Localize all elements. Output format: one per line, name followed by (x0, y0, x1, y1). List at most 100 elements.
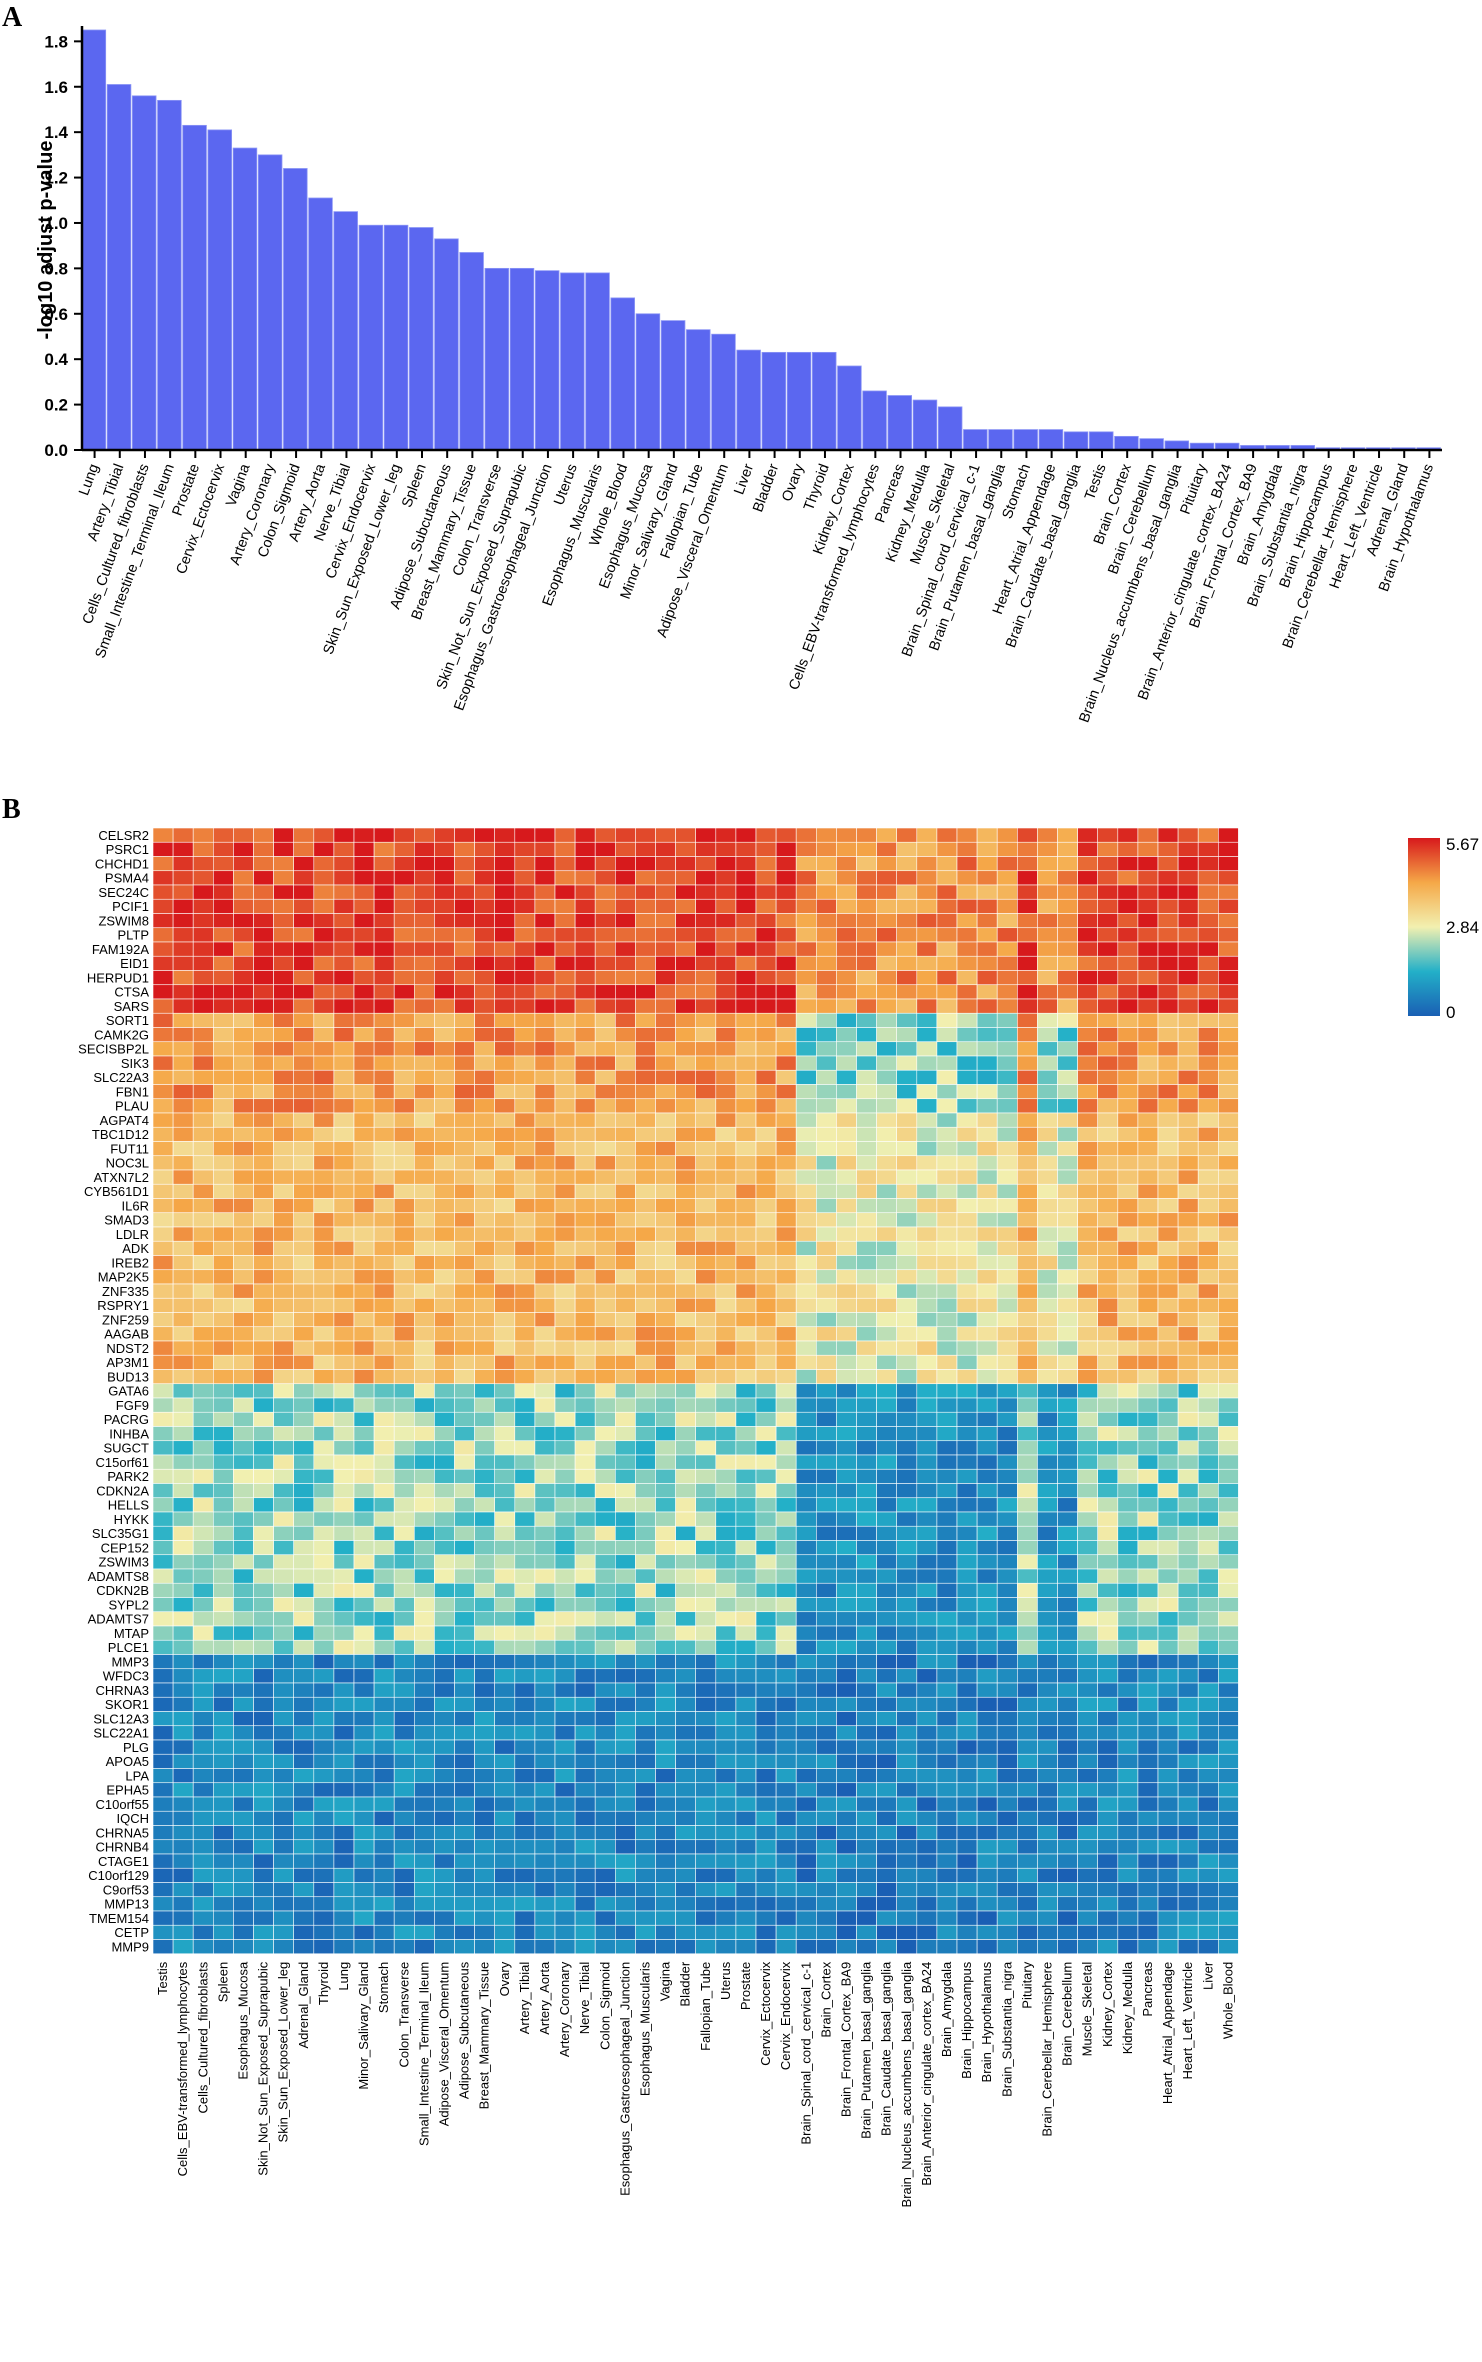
heatmap-cell (956, 941, 978, 957)
heatmap-cell (293, 898, 315, 914)
heatmap-cell (1057, 1468, 1078, 1484)
bar (257, 154, 283, 451)
heatmap-cell (353, 1725, 375, 1741)
heatmap-cell (554, 1540, 576, 1556)
heatmap-cell (253, 1924, 274, 1940)
heatmap-cell (1037, 1326, 1058, 1342)
heatmap-cell (755, 1084, 777, 1100)
heatmap-cell (494, 1696, 516, 1712)
heatmap-cell (936, 1269, 958, 1285)
heatmap-cell (434, 1867, 455, 1883)
heatmap-cell (614, 1582, 636, 1598)
heatmap-cell (1097, 1297, 1119, 1313)
heatmap-cell (1057, 1483, 1078, 1499)
heatmap-cell (373, 1440, 395, 1456)
heatmap-cell (1137, 1668, 1159, 1684)
heatmap-cell (655, 1782, 676, 1798)
heatmap-cell (393, 1354, 415, 1370)
heatmap-cell (554, 1084, 576, 1100)
heatmap-cell (353, 1468, 375, 1484)
heatmap-cell (494, 1126, 516, 1142)
heatmap-cell (373, 1597, 395, 1613)
heatmap-cell (735, 1540, 757, 1556)
heatmap-cell (192, 1867, 214, 1883)
heatmap-cell (253, 1226, 274, 1242)
heatmap-cell (936, 1383, 958, 1399)
heatmap-cell (795, 927, 817, 943)
heatmap-cell (916, 970, 938, 986)
heatmap-cell (936, 1639, 958, 1655)
heatmap-cell (815, 1027, 837, 1043)
heatmap-cell (996, 1853, 1018, 1869)
heatmap-cell (373, 1483, 395, 1499)
heatmap-cell (856, 1611, 877, 1627)
heatmap-cell (413, 1255, 435, 1271)
heatmap-cell (1177, 1112, 1199, 1128)
heatmap-cell (253, 1739, 274, 1755)
heatmap-cell (514, 1853, 536, 1869)
heatmap-cell (333, 1269, 355, 1285)
heatmap-cell (836, 1540, 857, 1556)
heatmap-cell (755, 1340, 777, 1356)
heatmap-cell (514, 1426, 536, 1442)
heatmap-cell (735, 1682, 757, 1698)
heatmap-cell (876, 1796, 897, 1812)
heatmap-cell (393, 1896, 415, 1912)
heatmap-cell (152, 1782, 174, 1798)
heatmap-cell (594, 998, 616, 1014)
heatmap-cell (735, 970, 757, 986)
heatmap-cell (896, 1055, 918, 1071)
heatmap-cell (514, 1497, 536, 1513)
heatmap-cell (916, 1012, 938, 1028)
heatmap-cell (735, 1882, 757, 1898)
row-label: C10orf55 (96, 1797, 149, 1812)
heatmap-cell (815, 1753, 837, 1769)
column-label: Cervix_Endocervix (778, 1961, 793, 2070)
heatmap-cell (775, 1639, 797, 1655)
heatmap-cell (896, 1682, 918, 1698)
heatmap-cell (1016, 1782, 1038, 1798)
heatmap-cell (775, 1896, 797, 1912)
heatmap-cell (152, 1240, 174, 1256)
heatmap-cell (233, 1397, 254, 1413)
heatmap-cell (795, 1825, 817, 1841)
heatmap-cell (1117, 1582, 1139, 1598)
heatmap-cell (494, 1597, 516, 1613)
heatmap-cell (715, 1312, 737, 1328)
heatmap-cell (454, 1169, 475, 1185)
heatmap-cell (775, 984, 797, 1000)
heatmap-cell (273, 1483, 295, 1499)
heatmap-cell (815, 841, 837, 857)
heatmap-cell (333, 1354, 355, 1370)
y-tick-label: 0.4 (44, 350, 68, 369)
heatmap-cell (836, 1141, 857, 1157)
heatmap-cell (1077, 1468, 1098, 1484)
heatmap-cell (1218, 1198, 1239, 1214)
heatmap-cell (956, 841, 978, 857)
heatmap-cell (956, 1483, 978, 1499)
heatmap-cell (1197, 1625, 1219, 1641)
heatmap-cell (474, 1696, 496, 1712)
heatmap-cell (554, 1354, 576, 1370)
heatmap-cell (876, 1240, 897, 1256)
heatmap-cell (333, 1397, 355, 1413)
heatmap-cell (836, 1483, 857, 1499)
heatmap-cell (1016, 1069, 1038, 1085)
heatmap-cell (494, 1782, 516, 1798)
heatmap-cell (574, 1098, 596, 1114)
heatmap-cell (775, 970, 797, 986)
heatmap-cell (1037, 841, 1058, 857)
heatmap-cell (293, 1625, 315, 1641)
heatmap-cell (876, 1810, 897, 1826)
heatmap-cell (956, 1568, 978, 1584)
heatmap-cell (514, 1326, 536, 1342)
heatmap-cell (273, 1141, 295, 1157)
bar (1114, 435, 1139, 451)
row-label: LPA (125, 1768, 149, 1783)
heatmap-cell (775, 927, 797, 943)
heatmap-cell (695, 1668, 717, 1684)
heatmap-cell (152, 1711, 174, 1727)
heatmap-cell (594, 1012, 616, 1028)
heatmap-cell (996, 1055, 1018, 1071)
heatmap-cell (1197, 927, 1219, 943)
